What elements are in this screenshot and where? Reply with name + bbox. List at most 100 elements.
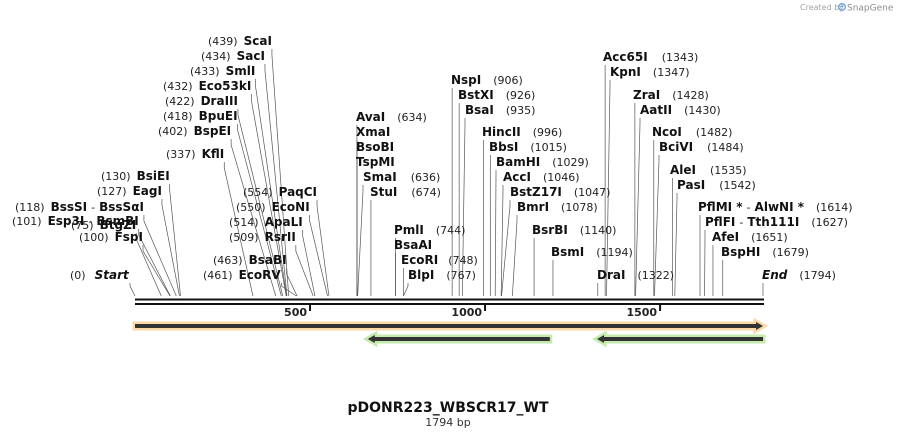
site-smai[interactable]: SmaI (636) (363, 170, 440, 184)
site-paqci[interactable]: (554) PaqCI (243, 185, 317, 199)
cut-site-line (461, 118, 466, 297)
site-bsobi[interactable]: BsoBI (356, 140, 394, 154)
site-acc65i[interactable]: Acc65I (1343) (603, 50, 698, 64)
created-by-credit: Created by (800, 3, 844, 12)
site-ecori[interactable]: BlpIEcoRI(748) (401, 253, 478, 267)
site-kpni[interactable]: KpnI (1347) (610, 65, 689, 79)
site-scai[interactable]: (439) ScaI (208, 34, 272, 48)
site-stui[interactable]: StuI (674) (370, 185, 441, 199)
plasmid-name: pDONR223_WBSCR17_WT (348, 400, 549, 416)
cut-site-line (169, 184, 181, 297)
cut-site-line (309, 215, 328, 297)
site-zrai[interactable]: ZraI (1428) (633, 88, 709, 102)
cut-site-line (500, 185, 504, 297)
cut-site-line (237, 109, 284, 297)
site-pflmi-alwni[interactable]: PflMI * - AlwNI * (1614) (698, 200, 853, 214)
site-bsaai[interactable]: BsaAI (394, 238, 432, 252)
site-pflfi-tth111i[interactable]: PflFI - Tth111I (1627) (705, 215, 848, 229)
site-rsrii[interactable]: (509) RsrII (229, 230, 296, 244)
ruler-ticks: 500 1000 1500 (284, 304, 662, 319)
site-saci[interactable]: (434) SacI (201, 49, 265, 63)
site-smli[interactable]: (433) SmlI (190, 64, 255, 78)
cut-site-line (281, 283, 297, 297)
cut-site-line (674, 193, 678, 297)
site-nspi[interactable]: NspI (906) (451, 73, 523, 87)
site-bsai[interactable]: BsaI (935) (465, 103, 535, 117)
site-econi[interactable]: (550) EcoNI (236, 200, 310, 214)
cut-site-line (295, 245, 314, 297)
sequence-backbone (135, 298, 764, 305)
cut-site-line (271, 49, 290, 297)
cut-site-line (143, 215, 177, 297)
site-btgzi[interactable]: (75) BtgZI (71, 218, 136, 232)
site-start[interactable]: (0) Start (70, 268, 130, 282)
cut-site-line (254, 79, 287, 297)
cut-site-line (302, 230, 316, 297)
cut-site-line (606, 80, 611, 297)
site-end[interactable]: End (1794) (762, 268, 836, 282)
cut-site-line (357, 185, 364, 297)
cut-site-line (142, 245, 171, 297)
cut-site-line (403, 283, 409, 297)
site-aatii[interactable]: AatII (1430) (640, 103, 721, 117)
site-bsiei[interactable]: (130) BsiEI (101, 169, 170, 183)
snapgene-brand: SnapGene (847, 4, 894, 14)
site-bsmi[interactable]: BsmI (1194) (551, 245, 633, 259)
site-bcivi[interactable]: BciVI (1484) (659, 140, 744, 154)
ruler-tick-label: 1000 (451, 306, 482, 319)
cut-site-line (512, 215, 518, 297)
cut-site-line (135, 233, 162, 297)
cut-site-line (654, 155, 660, 297)
site-eagi[interactable]: (127) EagI (97, 184, 162, 198)
site-ecorv[interactable]: (461) EcoRV (203, 268, 281, 282)
site-bsabi[interactable]: (463) BsaBI (213, 253, 287, 267)
site-drai[interactable]: DraI (1322) (597, 268, 674, 282)
cut-site-line (129, 283, 136, 297)
site-draiii[interactable]: (422) DraIII (165, 94, 238, 108)
site-bstz17i[interactable]: BstZ17I (1047) (510, 185, 610, 199)
cut-site-line (250, 94, 287, 297)
site-ncoi[interactable]: NcoI (1482) (652, 125, 732, 139)
site-bsssi[interactable]: (118) BssSI - BssSαI (15, 200, 144, 214)
cut-site-line (286, 268, 298, 297)
site-avai[interactable]: AvaI (634) (356, 110, 427, 124)
cut-site-line (138, 229, 171, 297)
site-pmli[interactable]: PmlI (744) (394, 223, 465, 237)
cut-site-line (316, 200, 330, 297)
site-eco53ki[interactable]: (432) Eco53kI (163, 79, 251, 93)
site-bamhi[interactable]: BamHI (1029) (496, 155, 589, 169)
cut-site-line (501, 200, 511, 297)
site-acci[interactable]: AccI (1046) (503, 170, 580, 184)
site-pos: (0) (70, 269, 86, 282)
site-blpi[interactable]: BlpI (767) (408, 268, 476, 282)
site-bpuei[interactable]: (418) BpuEI (163, 109, 238, 123)
plasmid-length: 1794 bp (425, 416, 470, 429)
site-bmri[interactable]: BmrI (1078) (517, 200, 598, 214)
site-bspei[interactable]: (402) BspEI (158, 124, 231, 138)
site-kfli[interactable]: (337) KflI (166, 147, 224, 161)
site-afei[interactable]: AfeI (1651) (712, 230, 788, 244)
main-feature-arrow[interactable] (135, 322, 763, 330)
cut-site-lines (129, 49, 764, 297)
site-fspi[interactable]: (100) FspI (79, 230, 143, 244)
site-xmai[interactable]: XmaI (356, 125, 390, 139)
site-bbsi[interactable]: BbsI (1015) (489, 140, 567, 154)
feature-arrow-2[interactable] (597, 335, 763, 343)
site-hincii[interactable]: HincII (996) (482, 125, 562, 139)
site-apali[interactable]: (514) ApaLI (229, 215, 303, 229)
site-bsphi[interactable]: BspHI (1679) (721, 245, 809, 259)
site-bsrbi[interactable]: BsrBI (1140) (532, 223, 616, 237)
cut-site-line (494, 170, 497, 297)
cut-site-line (161, 199, 180, 297)
site-bstxi[interactable]: BstXI (926) (458, 88, 535, 102)
ruler-tick-label: 1500 (626, 306, 657, 319)
site-alei[interactable]: AleI (1535) (670, 163, 747, 177)
site-esp3i[interactable]: (101) Esp3I - BsmBI (12, 214, 139, 228)
ruler-tick-label: 500 (284, 306, 307, 319)
site-pasi[interactable]: PasI (1542) (677, 178, 756, 192)
feature-arrows (132, 317, 769, 348)
site-tspmi[interactable]: TspMI (356, 155, 395, 169)
cut-site-labels: (0) Start (75) BtgZI (100) FspI (101) Esp3I -… (12, 34, 853, 282)
feature-arrow-1[interactable] (367, 335, 550, 343)
